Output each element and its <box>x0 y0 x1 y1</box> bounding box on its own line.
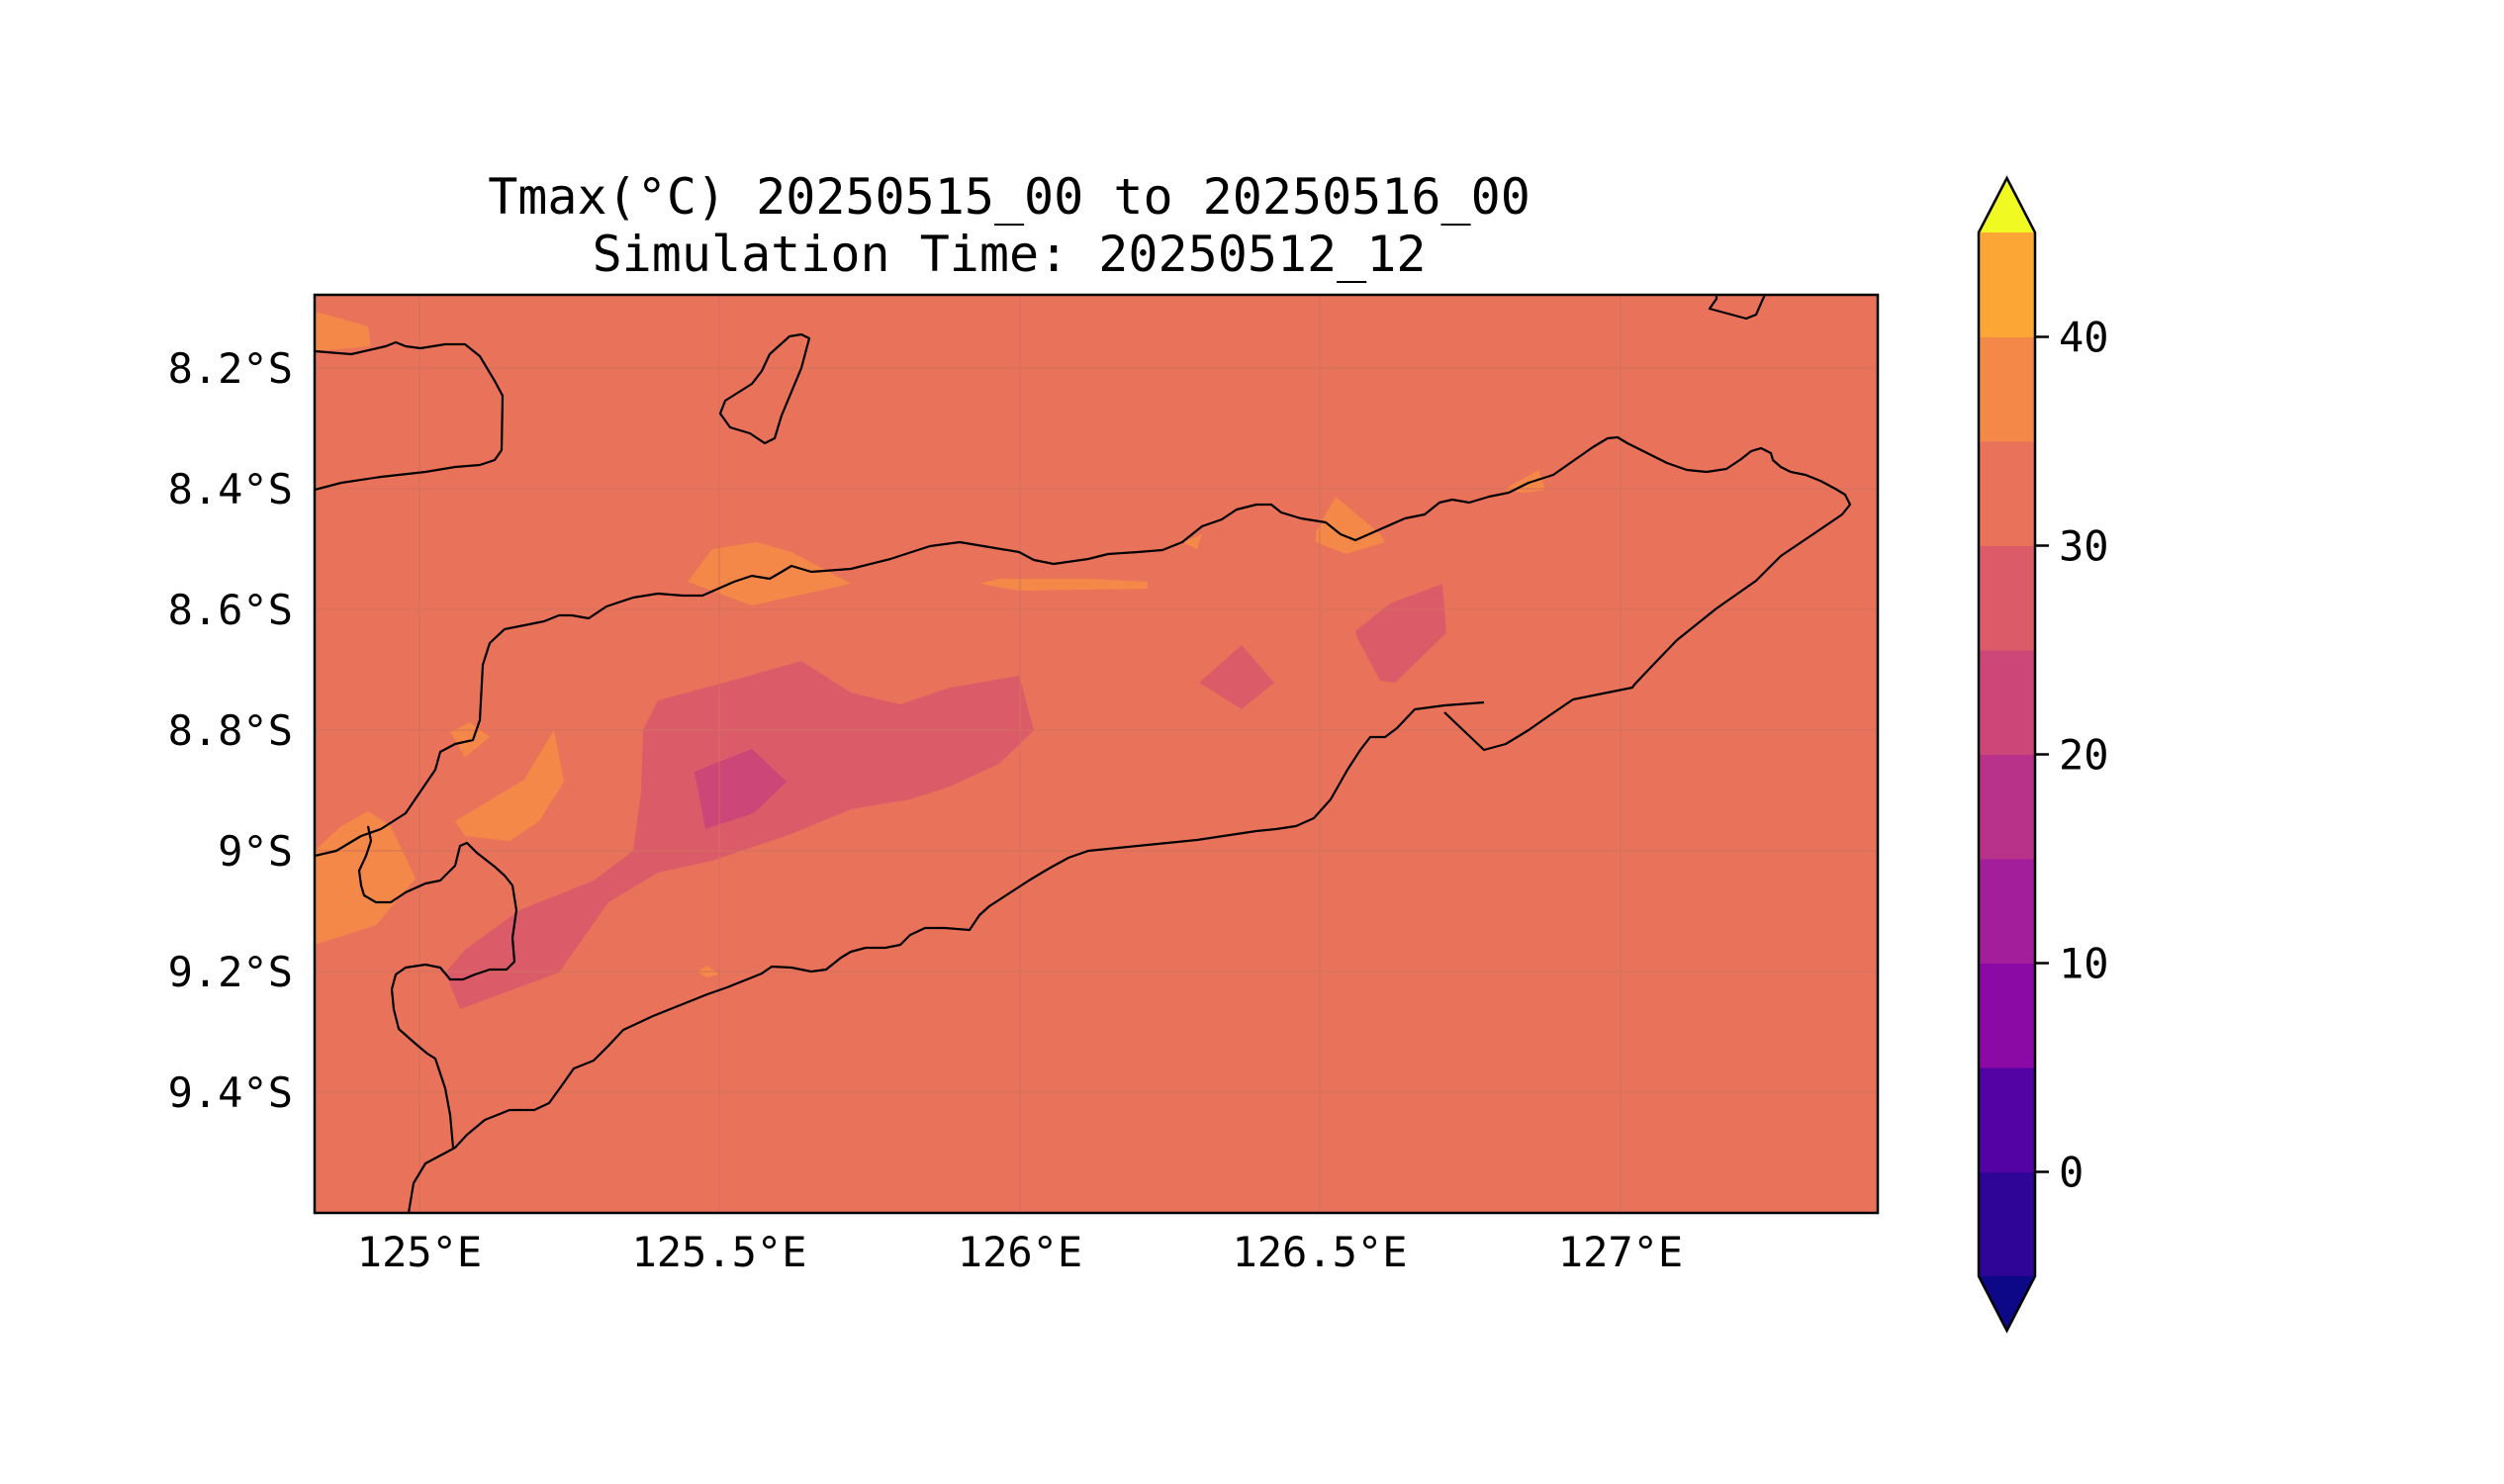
patch-northcoast-126 <box>979 579 1148 591</box>
patch-northcoast-126.5 <box>1316 497 1385 554</box>
coastline-atauro <box>718 332 811 445</box>
colorbar-tick-label: 30 <box>2059 522 2109 571</box>
map-background <box>315 295 1878 1213</box>
patch-west-coast <box>315 811 416 945</box>
coastline-timor-south <box>407 700 1485 1213</box>
colorbar-tick-label: 0 <box>2059 1149 2084 1197</box>
tmax-20-25-patches <box>445 584 1446 1009</box>
colorbar-segment <box>1979 336 2035 442</box>
patch-west-inland <box>455 730 564 841</box>
lat-axis: 8.2°S 8.4°S 8.6°S 8.8°S 9°S 9.2°S 9.4°S <box>168 344 293 1117</box>
map-title-line1: Tmax(°C) 20250515_00 to 20250516_00 <box>488 168 1530 226</box>
colorbar-extend-max <box>1979 178 2035 232</box>
coastline-alor <box>315 340 505 492</box>
colorbar-segment <box>1979 441 2035 546</box>
lat-tick-label: 8.4°S <box>168 465 293 513</box>
colorbar-segment <box>1979 1067 2035 1172</box>
patch-interior-126.6 <box>1355 584 1446 683</box>
tmax-15-20-patches <box>695 749 787 829</box>
lon-tick-label: 126.5°E <box>1232 1228 1407 1276</box>
patch-northcoast-126.3 <box>1182 534 1202 549</box>
colorbar: 0 10 20 30 40 <box>1977 175 2109 1334</box>
colorbar-tick-label: 40 <box>2059 314 2109 362</box>
patch-nw-corner <box>315 312 371 351</box>
colorbar-segment <box>1979 650 2035 755</box>
colorbar-segment <box>1979 1171 2035 1277</box>
coastline-timor-north <box>315 435 1852 858</box>
colorbar-segment <box>1979 232 2035 337</box>
lat-tick-label: 8.6°S <box>168 586 293 634</box>
colorbar-tick-label: 10 <box>2059 940 2109 988</box>
gridlines <box>315 295 1878 1213</box>
coastline-ne-corner <box>1708 295 1766 321</box>
map-frame <box>313 293 1880 1215</box>
colorbar-segment <box>1979 963 2035 1068</box>
patch-northcoast-126.8 <box>1504 470 1545 493</box>
colorbar-extend-min <box>1979 1276 2035 1331</box>
colorbar-segment <box>1979 859 2035 964</box>
colorbar-tick-label: 20 <box>2059 731 2109 780</box>
coastline-timor-west <box>357 825 518 1149</box>
patch-northcoast-125.6 <box>688 542 851 605</box>
colorbar-segment <box>1979 545 2035 651</box>
lat-tick-label: 8.2°S <box>168 344 293 393</box>
patch-interior-126.35 <box>1199 645 1274 709</box>
coastlines <box>315 295 1852 1213</box>
colorbar-segment <box>1979 754 2035 860</box>
map-panel <box>315 295 1878 1213</box>
lat-tick-label: 9°S <box>218 827 293 876</box>
lat-tick-label: 8.8°S <box>168 706 293 755</box>
lon-tick-label: 125.5°E <box>631 1228 806 1276</box>
lon-tick-label: 127°E <box>1558 1228 1683 1276</box>
colorbar-outline <box>1977 175 2037 1334</box>
lat-tick-label: 9.2°S <box>168 948 293 996</box>
tmax-30-35-patches <box>315 312 1545 977</box>
map-title-line2: Simulation Time: 20250512_12 <box>592 226 1427 283</box>
lon-tick-label: 125°E <box>357 1228 482 1276</box>
patch-interior-west <box>445 661 1034 1009</box>
lon-tick-label: 126°E <box>958 1228 1082 1276</box>
patch-core-125.5 <box>695 749 787 829</box>
lat-tick-label: 9.4°S <box>168 1068 293 1117</box>
lon-axis: 125°E 125.5°E 126°E 126.5°E 127°E <box>357 1228 1683 1276</box>
